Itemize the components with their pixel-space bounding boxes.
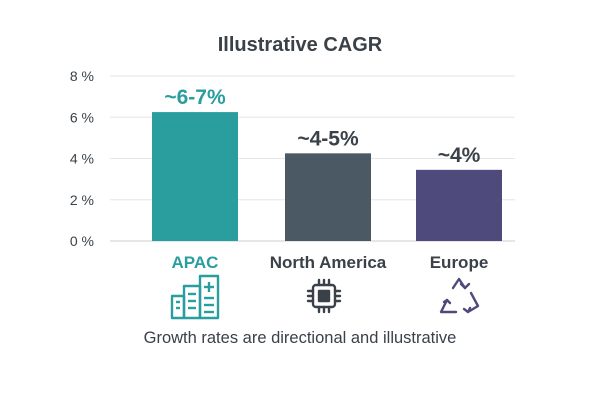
- y-tick-label: 2 %: [70, 192, 94, 208]
- category-label: APAC: [172, 253, 219, 272]
- y-tick-label: 8 %: [70, 68, 94, 84]
- category-label: Europe: [430, 253, 489, 272]
- chart-title: Illustrative CAGR: [217, 34, 383, 56]
- y-tick-label: 0 %: [70, 233, 94, 249]
- buildings-icon: [170, 274, 222, 325]
- microchip-icon: [306, 278, 342, 319]
- bar-europe: [416, 169, 502, 241]
- value-label: ~4%: [438, 144, 481, 167]
- y-tick-label: 4 %: [70, 151, 94, 167]
- recycle-icon: [436, 276, 482, 321]
- bar-layer: [152, 112, 502, 241]
- bar-apac: [152, 112, 238, 241]
- category-label: North America: [270, 253, 387, 272]
- bar-north-america: [285, 153, 371, 241]
- y-tick-label: 6 %: [70, 109, 94, 125]
- footnote: Growth rates are directional and illustr…: [143, 329, 457, 347]
- value-label: ~6-7%: [164, 86, 226, 109]
- label-layer: 0 % 2 % 4 % 6 % 8 % ~6-7% APAC ~4-5% North Ameri…: [70, 68, 488, 272]
- value-label: ~4-5%: [297, 127, 359, 150]
